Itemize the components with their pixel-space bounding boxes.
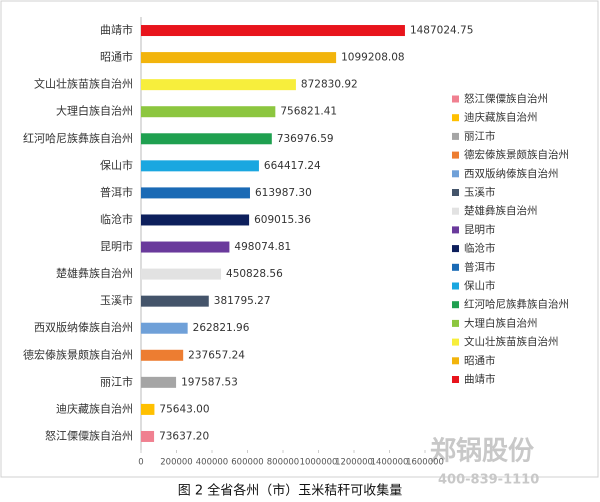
value-label: 262821.96: [193, 322, 250, 334]
value-label: 450828.56: [226, 268, 283, 280]
legend-label: 迪庆藏族自治州: [464, 111, 538, 124]
legend-label: 临沧市: [464, 242, 496, 255]
legend-label: 丽江市: [464, 129, 496, 142]
bar: [141, 403, 155, 415]
x-tick-label: 1200000: [335, 458, 373, 468]
y-tick-label: 玉溪市: [100, 293, 133, 307]
legend-label: 怒江傈僳族自治州: [464, 92, 548, 105]
legend-label: 玉溪市: [464, 186, 496, 199]
bar: [141, 349, 184, 361]
bar: [141, 160, 259, 172]
value-label: 613987.30: [255, 187, 312, 199]
value-label: 1487024.75: [410, 25, 473, 37]
bar: [141, 25, 405, 37]
legend-label: 曲靖市: [464, 373, 496, 386]
value-label: 872830.92: [301, 79, 358, 91]
x-tick-label: 600000: [231, 458, 263, 468]
y-tick-label: 怒江傈僳族自治州: [45, 428, 133, 442]
bar: [141, 133, 272, 145]
x-tick-label: 200000: [160, 458, 192, 468]
bar: [141, 295, 209, 307]
legend-swatch: [452, 132, 459, 140]
bar: [141, 187, 250, 199]
legend-swatch: [452, 207, 459, 215]
y-tick-label: 德宏傣族景颇族自治州: [23, 347, 133, 361]
y-tick-label: 丽江市: [100, 374, 133, 388]
bar: [141, 241, 230, 253]
y-tick-label: 保山市: [100, 158, 133, 172]
legend-swatch: [452, 114, 459, 122]
legend-swatch: [452, 263, 459, 271]
y-tick-label: 文山壮族苗族自治州: [34, 77, 133, 91]
legend-swatch: [452, 319, 459, 327]
y-tick-label: 楚雄彝族自治州: [56, 266, 133, 280]
legend-swatch: [452, 189, 459, 196]
legend-label: 楚雄彝族自治州: [464, 204, 538, 217]
legend-label: 保山市: [464, 279, 496, 292]
bar: [141, 106, 276, 118]
y-tick-label: 普洱市: [100, 185, 133, 199]
legend-swatch: [452, 376, 459, 383]
y-tick-label: 昆明市: [100, 239, 133, 253]
bar: [141, 376, 177, 388]
bar: [141, 214, 250, 226]
bar: [141, 268, 222, 280]
bar: [141, 430, 155, 442]
value-label: 609015.36: [254, 214, 311, 226]
legend-swatch: [452, 95, 459, 103]
y-tick-label: 曲靖市: [100, 23, 133, 37]
legend-swatch: [452, 170, 459, 178]
legend-label: 普洱市: [464, 260, 496, 273]
x-tick-label: 400000: [196, 458, 228, 468]
legend-label: 昆明市: [464, 223, 496, 236]
legend-label: 文山壮族苗族自治州: [464, 335, 559, 348]
legend-swatch: [452, 338, 459, 346]
legend-swatch: [452, 226, 459, 234]
x-tick-label: 1000000: [300, 458, 338, 468]
value-label: 75643.00: [159, 403, 209, 415]
legend-label: 昭通市: [464, 354, 496, 367]
y-tick-label: 红河哈尼族彝族自治州: [23, 131, 133, 145]
legend-label: 红河哈尼族彝族自治州: [464, 298, 569, 311]
x-tick-label: 0: [138, 458, 143, 468]
value-label: 197587.53: [181, 376, 238, 388]
value-label: 237657.24: [188, 349, 245, 361]
value-label: 736976.59: [277, 133, 334, 145]
value-label: 381795.27: [214, 295, 271, 307]
value-label: 498074.81: [234, 241, 291, 253]
value-label: 756821.41: [280, 106, 337, 118]
legend-label: 大理白族自治州: [464, 316, 538, 329]
x-tick-label: 1600000: [406, 458, 444, 468]
value-label: 73637.20: [159, 430, 209, 442]
y-tick-label: 临沧市: [100, 212, 133, 226]
value-label: 664417.24: [264, 160, 321, 172]
x-tick-label: 1400000: [371, 458, 409, 468]
y-tick-label: 迪庆藏族自治州: [56, 401, 133, 415]
bar: [141, 52, 337, 64]
x-tick-label: 800000: [267, 458, 299, 468]
watermark: 郑锅股份: [430, 437, 534, 467]
legend-swatch: [452, 282, 459, 290]
bar: [141, 322, 188, 334]
value-label: 1099208.08: [341, 52, 404, 64]
y-tick-label: 昭通市: [100, 50, 133, 64]
legend-swatch: [452, 151, 459, 159]
legend-swatch: [452, 301, 459, 309]
y-tick-label: 大理白族自治州: [56, 104, 133, 118]
legend-swatch: [452, 245, 459, 253]
bar: [141, 79, 296, 91]
legend-swatch: [452, 357, 459, 365]
legend-label: 德宏傣族景颇族自治州: [464, 148, 569, 161]
y-tick-label: 西双版纳傣族自治州: [34, 320, 133, 334]
watermark-phone: 400-839-1110: [438, 473, 539, 488]
legend-label: 西双版纳傣族自治州: [464, 167, 559, 180]
chart-frame: [0, 0, 599, 478]
chart-caption: 图 2 全省各州（市）玉米秸秆可收集量: [178, 483, 403, 499]
